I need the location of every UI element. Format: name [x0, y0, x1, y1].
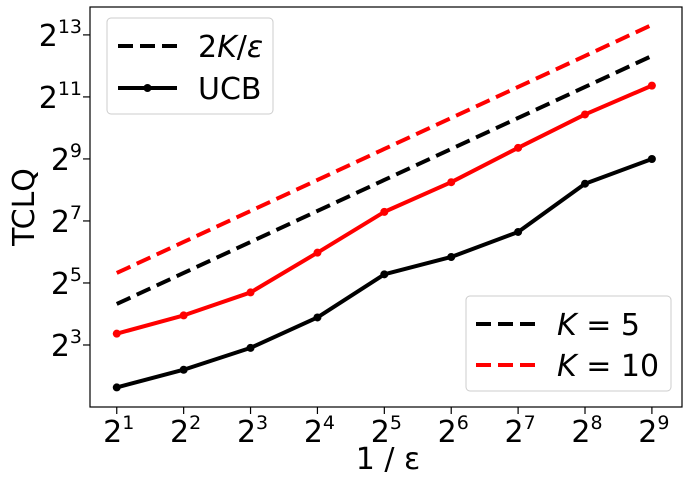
- data-point: [313, 313, 322, 322]
- x-tick-label: 26: [438, 412, 469, 450]
- legend-style: 2K/ε UCB: [106, 17, 274, 115]
- data-point: [246, 288, 255, 297]
- y-tick-label: 211: [39, 78, 82, 116]
- data-point: [581, 179, 590, 188]
- legend-marker: [143, 84, 152, 92]
- data-point: [380, 270, 389, 279]
- legend-label: UCB: [198, 72, 262, 107]
- legend-box: [465, 295, 672, 392]
- x-tick-label: 27: [505, 412, 536, 450]
- y-tick-label: 29: [51, 140, 82, 178]
- series-line: [115, 23, 653, 275]
- data-point: [514, 227, 523, 236]
- data-point: [647, 155, 656, 164]
- legend-label: K = 10: [557, 349, 659, 384]
- legend-label: K = 5: [557, 308, 640, 343]
- y-tick-label: 27: [51, 202, 82, 240]
- data-point: [647, 81, 656, 90]
- data-point: [581, 110, 590, 119]
- legend-label: 2K/ε: [198, 30, 263, 65]
- data-point: [313, 248, 322, 257]
- data-point: [514, 143, 523, 152]
- x-tick-label: 25: [371, 412, 402, 450]
- legend-k: K = 5 K = 10: [465, 295, 672, 392]
- y-tick-label: 25: [51, 264, 82, 302]
- series-line: [115, 54, 653, 306]
- data-point: [179, 311, 188, 320]
- x-tick-label: 22: [170, 412, 201, 450]
- x-tick-label: 24: [304, 412, 335, 450]
- y-axis-ticks: 23 25 27 29 211 213: [39, 16, 90, 364]
- x-axis-label: 1 / ε: [356, 442, 420, 477]
- series-1: [115, 23, 653, 275]
- x-tick-label: 23: [237, 412, 268, 450]
- data-point: [112, 329, 121, 338]
- data-point: [112, 383, 121, 392]
- x-tick-label: 21: [103, 412, 134, 450]
- series-layer: [112, 23, 656, 392]
- series-0: [115, 54, 653, 306]
- plot-frame: [89, 6, 683, 408]
- x-axis-ticks: 21 22 23 24 25 26 27 28 29: [103, 407, 669, 450]
- y-tick-label: 213: [39, 16, 82, 54]
- series-3: [112, 81, 656, 338]
- data-point: [179, 365, 188, 374]
- data-point: [380, 207, 389, 216]
- data-point: [447, 252, 456, 261]
- y-tick-label: 23: [51, 326, 82, 364]
- series-2: [112, 155, 656, 392]
- x-tick-label: 29: [638, 412, 669, 450]
- data-point: [447, 178, 456, 187]
- data-point: [246, 343, 255, 352]
- y-axis-label: TCLQ: [7, 168, 42, 247]
- x-tick-label: 28: [571, 412, 602, 450]
